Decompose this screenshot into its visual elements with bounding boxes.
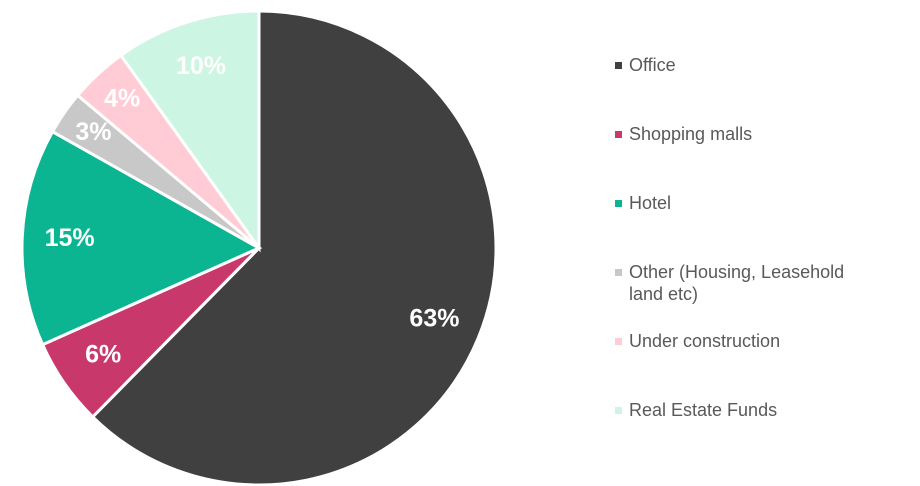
value-label: 4%	[104, 85, 140, 113]
value-label: 15%	[45, 224, 95, 252]
legend-swatch	[615, 131, 622, 138]
pie: 63% 6% 15% 3% 4% 10%	[20, 9, 498, 486]
value-label: 6%	[85, 341, 121, 369]
legend-label: Hotel	[629, 193, 672, 213]
legend-label: Under construction	[629, 331, 781, 351]
pie-slice	[20, 129, 263, 347]
legend-item: Real Estate Funds	[615, 399, 885, 421]
pie-slice	[90, 9, 498, 486]
pie-slice	[118, 9, 261, 253]
legend-item: Other (Housing, Leasehold land etc)	[615, 261, 885, 305]
legend-swatch	[615, 200, 622, 207]
legend-swatch	[615, 62, 622, 69]
legend-item: Under construction	[615, 330, 885, 352]
legend-label: Office	[629, 55, 676, 75]
legend-item: Hotel	[615, 192, 885, 214]
legend-label: Shopping malls	[629, 124, 753, 144]
value-label: 10%	[176, 52, 226, 80]
legend-label: Other (Housing, Leasehold land etc)	[629, 262, 845, 304]
legend-item: Office	[615, 54, 885, 76]
legend-swatch	[615, 269, 622, 276]
value-label: 63%	[409, 304, 459, 332]
legend-item: Shopping malls	[615, 123, 885, 145]
legend-swatch	[615, 407, 622, 414]
legend-label: Real Estate Funds	[629, 400, 778, 420]
legend-swatch	[615, 338, 622, 345]
value-label: 3%	[75, 118, 111, 146]
